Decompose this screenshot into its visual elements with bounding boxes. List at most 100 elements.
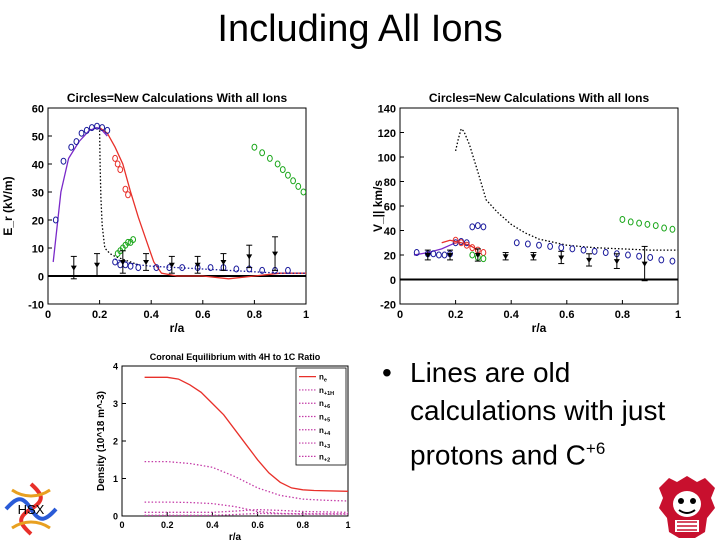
data-circle-green — [669, 225, 676, 233]
y-tick-label: 2 — [113, 437, 118, 447]
legend-label-main: n — [319, 439, 324, 448]
legend-label: n+4 — [319, 426, 331, 437]
data-circle-blue — [430, 250, 437, 258]
data-circle-blue — [153, 264, 160, 272]
data-circle-blue — [591, 247, 598, 255]
data-circle-green — [290, 177, 297, 185]
data-circle-blue — [452, 239, 459, 247]
legend-box — [295, 367, 347, 466]
data-circle-blue — [547, 242, 554, 250]
legend-label-main: n — [319, 426, 324, 435]
series-line-1 — [99, 127, 306, 280]
data-circle-green — [130, 236, 137, 244]
x-tick-label: 1 — [675, 309, 681, 321]
data-circle-green — [279, 166, 286, 174]
x-tick-label: 0.4 — [504, 309, 520, 321]
bullet-main: Lines are old calculations with just pro… — [410, 357, 666, 471]
plot-frame — [47, 107, 307, 305]
series-line-0 — [454, 127, 678, 251]
data-circle-red — [463, 241, 470, 249]
data-circle-green — [285, 171, 291, 179]
x-tick-label: 0.6 — [251, 520, 264, 530]
data-circle-blue — [73, 138, 80, 146]
data-circle-blue — [127, 262, 134, 270]
data-circle-blue — [413, 249, 420, 257]
data-circle-blue — [469, 223, 476, 231]
error-bar-marker — [586, 257, 593, 263]
legend-label-sub: +1H — [324, 391, 334, 397]
x-tick-label: 0.2 — [161, 520, 174, 530]
error-bar-marker — [143, 260, 150, 265]
data-circle-blue — [52, 216, 59, 224]
legend-label-main: n — [319, 399, 324, 408]
hsx-logo: HSX — [4, 482, 58, 536]
x-tick-label: 0.2 — [92, 309, 107, 321]
legend-label: n+1H — [319, 386, 334, 397]
data-circle-blue — [436, 251, 442, 259]
data-circle-blue — [580, 246, 587, 254]
data-circle-blue — [94, 122, 100, 130]
y-tick-label: 120 — [378, 128, 396, 140]
data-circle-green — [266, 154, 273, 162]
data-circle-blue — [569, 245, 576, 253]
data-circle-green — [652, 222, 659, 230]
data-circle-blue — [658, 256, 665, 264]
data-circle-red — [469, 244, 476, 252]
x-tick-label: 0.6 — [195, 309, 210, 321]
data-circle-blue — [536, 241, 542, 249]
legend-label-sub: +2 — [324, 457, 330, 463]
data-circle-blue — [112, 258, 118, 266]
data-circle-blue — [179, 264, 186, 272]
data-circle-red — [458, 239, 465, 247]
plot-area — [52, 122, 306, 280]
hsx-logo-text: HSX — [18, 502, 45, 517]
data-circle-blue — [207, 264, 214, 272]
er-chart: Circles=New Calculations With all Ions 0 0… — [1, 91, 309, 335]
data-circle-red — [125, 191, 131, 199]
x-axis-label: r/a — [532, 321, 547, 335]
data-circle-blue — [558, 244, 565, 252]
x-axis-label: r/a — [170, 321, 185, 335]
x-tick-label: 0.8 — [247, 309, 262, 321]
data-circle-green — [251, 143, 258, 151]
x-tick-label: 1 — [303, 309, 309, 321]
data-circle-green — [480, 255, 487, 263]
legend-label: n+5 — [319, 413, 330, 424]
series-line-2 — [413, 242, 456, 256]
x-tick-label: 0.6 — [559, 309, 574, 321]
data-circle-green — [619, 215, 626, 223]
y-axis-label: V_|| km/s — [371, 180, 385, 232]
density-chart: Coronal Equilibrium with 4H to 1C Ratio 0… — [96, 352, 351, 540]
series-line-3 — [144, 508, 348, 513]
bullet-dot: • — [382, 357, 392, 388]
data-circle-blue — [602, 249, 609, 257]
y-axis-label: Density (10^18 m^-3) — [96, 391, 107, 491]
error-bar-marker — [194, 262, 201, 268]
legend-label-main: n — [319, 413, 324, 422]
error-bar-marker — [613, 259, 620, 265]
data-circle-blue — [524, 240, 531, 248]
data-circle-blue — [636, 252, 642, 260]
data-circle-green — [300, 188, 306, 196]
y-tick-label: 20 — [32, 216, 44, 228]
y-tick-label: 0 — [38, 272, 44, 284]
y-axis-label: E_r (kV/m) — [1, 176, 15, 235]
y-tick-label: -20 — [380, 300, 396, 312]
data-circle-blue — [441, 251, 448, 259]
chart-title: Circles=New Calculations With all Ions — [67, 91, 288, 105]
data-circle-green — [125, 238, 131, 246]
error-bar-marker — [119, 260, 126, 265]
data-circle-blue — [68, 143, 75, 151]
legend-label: n+3 — [319, 439, 330, 450]
y-tick-label: 4 — [113, 362, 118, 372]
series-line-0 — [144, 376, 348, 492]
data-circle-green — [274, 160, 281, 168]
data-circle-red — [114, 160, 121, 168]
y-tick-label: 0 — [390, 275, 396, 287]
plot-area — [413, 127, 678, 282]
legend-label-sub: +3 — [324, 444, 330, 450]
badger-logo — [659, 476, 715, 538]
y-tick-label: 3 — [113, 399, 118, 409]
error-bar-marker — [474, 253, 481, 258]
data-circle-red — [480, 249, 487, 257]
